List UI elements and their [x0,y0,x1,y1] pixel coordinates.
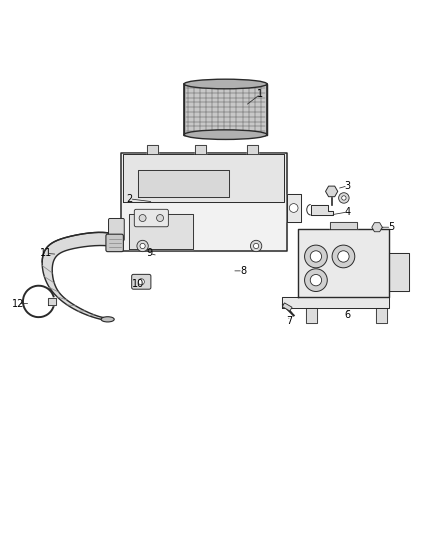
Circle shape [289,204,298,212]
Circle shape [254,244,259,248]
Circle shape [138,279,145,285]
Text: 10: 10 [132,279,145,289]
Polygon shape [283,297,389,308]
Polygon shape [138,170,230,197]
Text: 11: 11 [40,248,53,259]
FancyBboxPatch shape [134,209,168,227]
Polygon shape [247,145,258,154]
Circle shape [310,274,321,286]
Circle shape [139,215,146,222]
Polygon shape [130,214,193,249]
Ellipse shape [101,317,114,322]
Text: 2: 2 [127,194,133,204]
Text: 12: 12 [12,298,25,309]
Polygon shape [306,308,317,323]
Circle shape [156,215,163,222]
Polygon shape [121,153,287,251]
Polygon shape [147,145,158,154]
Text: 6: 6 [345,310,351,319]
FancyBboxPatch shape [109,219,124,241]
Circle shape [251,240,262,252]
Polygon shape [184,84,267,135]
Ellipse shape [184,79,267,89]
Polygon shape [42,232,119,321]
Circle shape [342,196,346,200]
Circle shape [339,193,349,203]
Circle shape [304,269,327,292]
Circle shape [140,244,145,248]
Text: 4: 4 [345,207,351,217]
Text: 3: 3 [345,181,351,191]
Polygon shape [376,308,387,323]
Polygon shape [123,154,285,202]
FancyBboxPatch shape [106,234,124,252]
Text: 9: 9 [146,248,152,259]
Polygon shape [287,194,300,222]
Text: 1: 1 [258,89,264,99]
Polygon shape [389,253,409,290]
Text: 5: 5 [389,222,395,232]
FancyBboxPatch shape [132,274,151,289]
Circle shape [137,240,148,252]
Circle shape [338,251,349,262]
Circle shape [310,251,321,262]
Polygon shape [311,205,332,215]
Bar [283,303,292,311]
Polygon shape [330,222,357,229]
Circle shape [332,245,355,268]
Polygon shape [297,229,389,297]
Text: 8: 8 [240,266,246,276]
Polygon shape [195,145,206,154]
Text: 7: 7 [286,316,292,326]
Circle shape [304,245,327,268]
Polygon shape [48,298,56,305]
Ellipse shape [184,130,267,140]
